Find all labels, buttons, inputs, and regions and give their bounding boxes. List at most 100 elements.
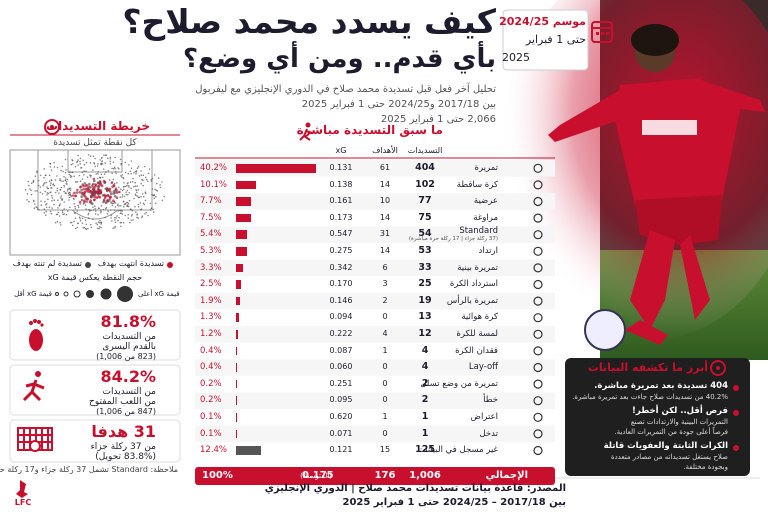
shot-dot — [80, 195, 83, 198]
shot-dot — [53, 161, 55, 164]
shot-dot — [150, 179, 152, 181]
shot-dot — [43, 168, 45, 170]
shot-dot — [85, 200, 88, 203]
row-bg — [195, 226, 555, 243]
shot-dot — [82, 187, 85, 191]
shot-dot — [109, 160, 112, 163]
shot-dot — [115, 189, 118, 192]
shot-dot — [122, 188, 125, 191]
shot-dot — [100, 162, 103, 165]
shot-dot — [58, 192, 60, 194]
shot-dot — [46, 192, 49, 194]
shot-dot — [82, 226, 85, 229]
shot-dot — [87, 217, 90, 219]
shot-dot — [66, 183, 68, 185]
shot-dot — [76, 226, 79, 229]
row-shots: 53 — [418, 245, 432, 256]
insight-body: وبجودة مختلفة. — [683, 463, 728, 471]
shot-dot — [119, 209, 122, 212]
shot-dot — [152, 194, 154, 196]
row-goals: 1 — [382, 345, 388, 355]
shot-dot — [113, 209, 116, 212]
shot-dot — [53, 199, 56, 201]
shot-dot — [36, 190, 38, 192]
stat-line: من 37 ركلة جزاء — [90, 442, 156, 452]
row-bg — [195, 326, 555, 343]
row-shots: 1 — [421, 427, 429, 439]
shot-dot — [30, 193, 33, 196]
shot-dot — [61, 165, 64, 168]
row-icon — [533, 263, 543, 273]
insights-box — [565, 358, 750, 476]
shot-dot — [75, 191, 79, 194]
row-xg: 0.547 — [329, 229, 353, 239]
shot-dot — [90, 174, 92, 177]
shot-dot — [71, 194, 75, 197]
shot-dot — [73, 198, 75, 200]
row-xg: 0.071 — [329, 428, 353, 438]
row-xg: 0.146 — [329, 295, 353, 305]
shot-dot — [118, 190, 121, 194]
shot-dot — [140, 170, 142, 172]
row-goals: 0 — [382, 312, 388, 322]
shot-dot — [43, 177, 45, 179]
shot-dot — [51, 194, 53, 197]
shot-dot — [107, 187, 110, 191]
shot-dot — [82, 184, 85, 188]
shot-dot — [114, 156, 116, 159]
shot-dot — [39, 191, 42, 194]
shot-dot — [36, 208, 39, 210]
shot-dot — [144, 213, 146, 215]
row-goals: 10 — [379, 196, 391, 206]
shot-dot — [72, 163, 74, 165]
row-name: تمريرة — [474, 163, 498, 173]
shot-dot — [114, 227, 116, 229]
row-name: تمريرة من وضع تسلل — [420, 378, 498, 389]
row-xg: 0.094 — [329, 312, 353, 322]
shot-dot — [110, 209, 112, 211]
row-xg: 0.087 — [329, 345, 353, 355]
shot-dot — [137, 189, 140, 191]
shot-dot — [51, 197, 54, 199]
shot-dot — [80, 198, 84, 202]
total-xg-note: (المتوسط) — [300, 471, 332, 480]
shot-dot — [101, 161, 103, 163]
shot-dot — [69, 206, 71, 209]
shot-dot — [120, 176, 123, 178]
shot-dot — [117, 210, 120, 212]
insight-bullet — [733, 385, 739, 391]
shot-dot — [88, 210, 91, 212]
stat-box — [9, 364, 181, 416]
bar — [236, 346, 237, 356]
shot-dot — [62, 180, 64, 182]
shot-dot — [102, 200, 105, 204]
shot-dot — [109, 158, 112, 160]
shot-dot — [92, 169, 94, 171]
shot-dot — [104, 187, 108, 191]
shot-dot — [50, 212, 53, 215]
row-icon — [533, 329, 543, 339]
shot-dot — [103, 181, 106, 184]
shot-dot — [85, 208, 87, 210]
stat-line: من اللعب المفتوح — [89, 397, 156, 407]
shot-dot — [157, 177, 160, 179]
insight-head: فرص أقل.. لكن أخطر! — [632, 406, 728, 416]
row-shots: 33 — [418, 261, 432, 273]
title2: بأي قدم.. ومن أي وضع؟ — [183, 44, 496, 74]
shot-dot — [34, 175, 37, 177]
row-xg: 0.060 — [329, 362, 353, 372]
row-xg: 0.275 — [329, 246, 353, 255]
shot-dot — [97, 173, 99, 175]
row-pct: 5.4% — [200, 229, 222, 240]
shot-dot — [91, 202, 94, 205]
bar — [236, 197, 252, 206]
shot-dot — [26, 193, 29, 195]
shot-dot — [68, 191, 70, 194]
row-goals: 6 — [382, 262, 388, 272]
shot-dot — [57, 211, 60, 214]
row-icon — [533, 445, 543, 456]
shot-dot — [79, 217, 81, 220]
bar — [236, 180, 257, 190]
row-xg: 0.170 — [329, 279, 353, 289]
shot-dot — [132, 177, 134, 180]
